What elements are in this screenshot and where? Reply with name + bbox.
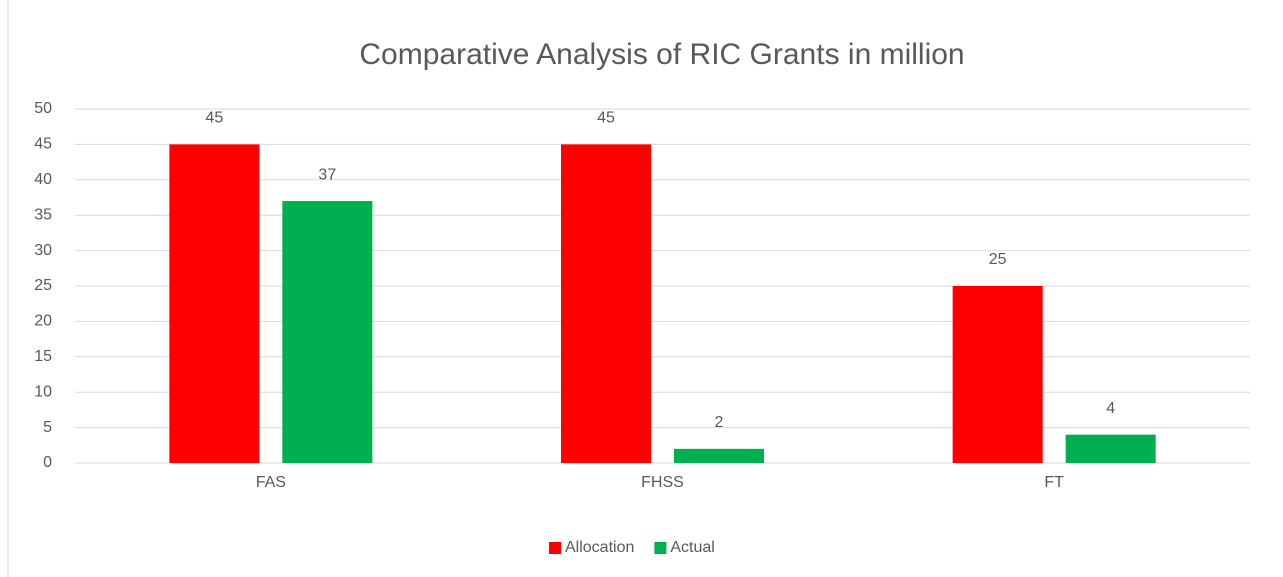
bar [1065, 434, 1156, 463]
x-tick-label: FHSS [641, 474, 684, 491]
bar [169, 144, 260, 463]
legend-label: Actual [670, 539, 714, 556]
bar [952, 286, 1043, 463]
bar [674, 448, 764, 463]
data-label: 37 [318, 166, 336, 183]
y-tick-label: 45 [34, 136, 52, 153]
bar [282, 201, 373, 464]
y-tick-label: 40 [34, 171, 52, 188]
y-tick-label: 50 [34, 100, 52, 117]
data-label: 2 [715, 414, 724, 431]
y-tick-label: 5 [43, 419, 52, 436]
chart-title: Comparative Analysis of RIC Grants in mi… [359, 38, 964, 71]
y-tick-label: 25 [34, 277, 52, 294]
y-tick-label: 15 [34, 348, 52, 365]
legend-label: Allocation [565, 539, 634, 556]
y-tick-label: 0 [43, 454, 52, 471]
x-tick-label: FAS [256, 474, 286, 491]
x-tick-label: FT [1044, 474, 1064, 491]
bar [561, 144, 651, 463]
data-label: 45 [597, 110, 615, 127]
y-tick-label: 10 [34, 383, 52, 400]
data-label: 45 [205, 110, 223, 127]
y-tick-label: 20 [34, 313, 52, 330]
y-tick-label: 30 [34, 242, 52, 259]
legend-swatch [549, 542, 561, 554]
y-tick-label: 35 [34, 206, 52, 223]
data-label: 4 [1106, 400, 1115, 417]
data-label: 25 [989, 251, 1007, 268]
legend-swatch [654, 542, 667, 554]
